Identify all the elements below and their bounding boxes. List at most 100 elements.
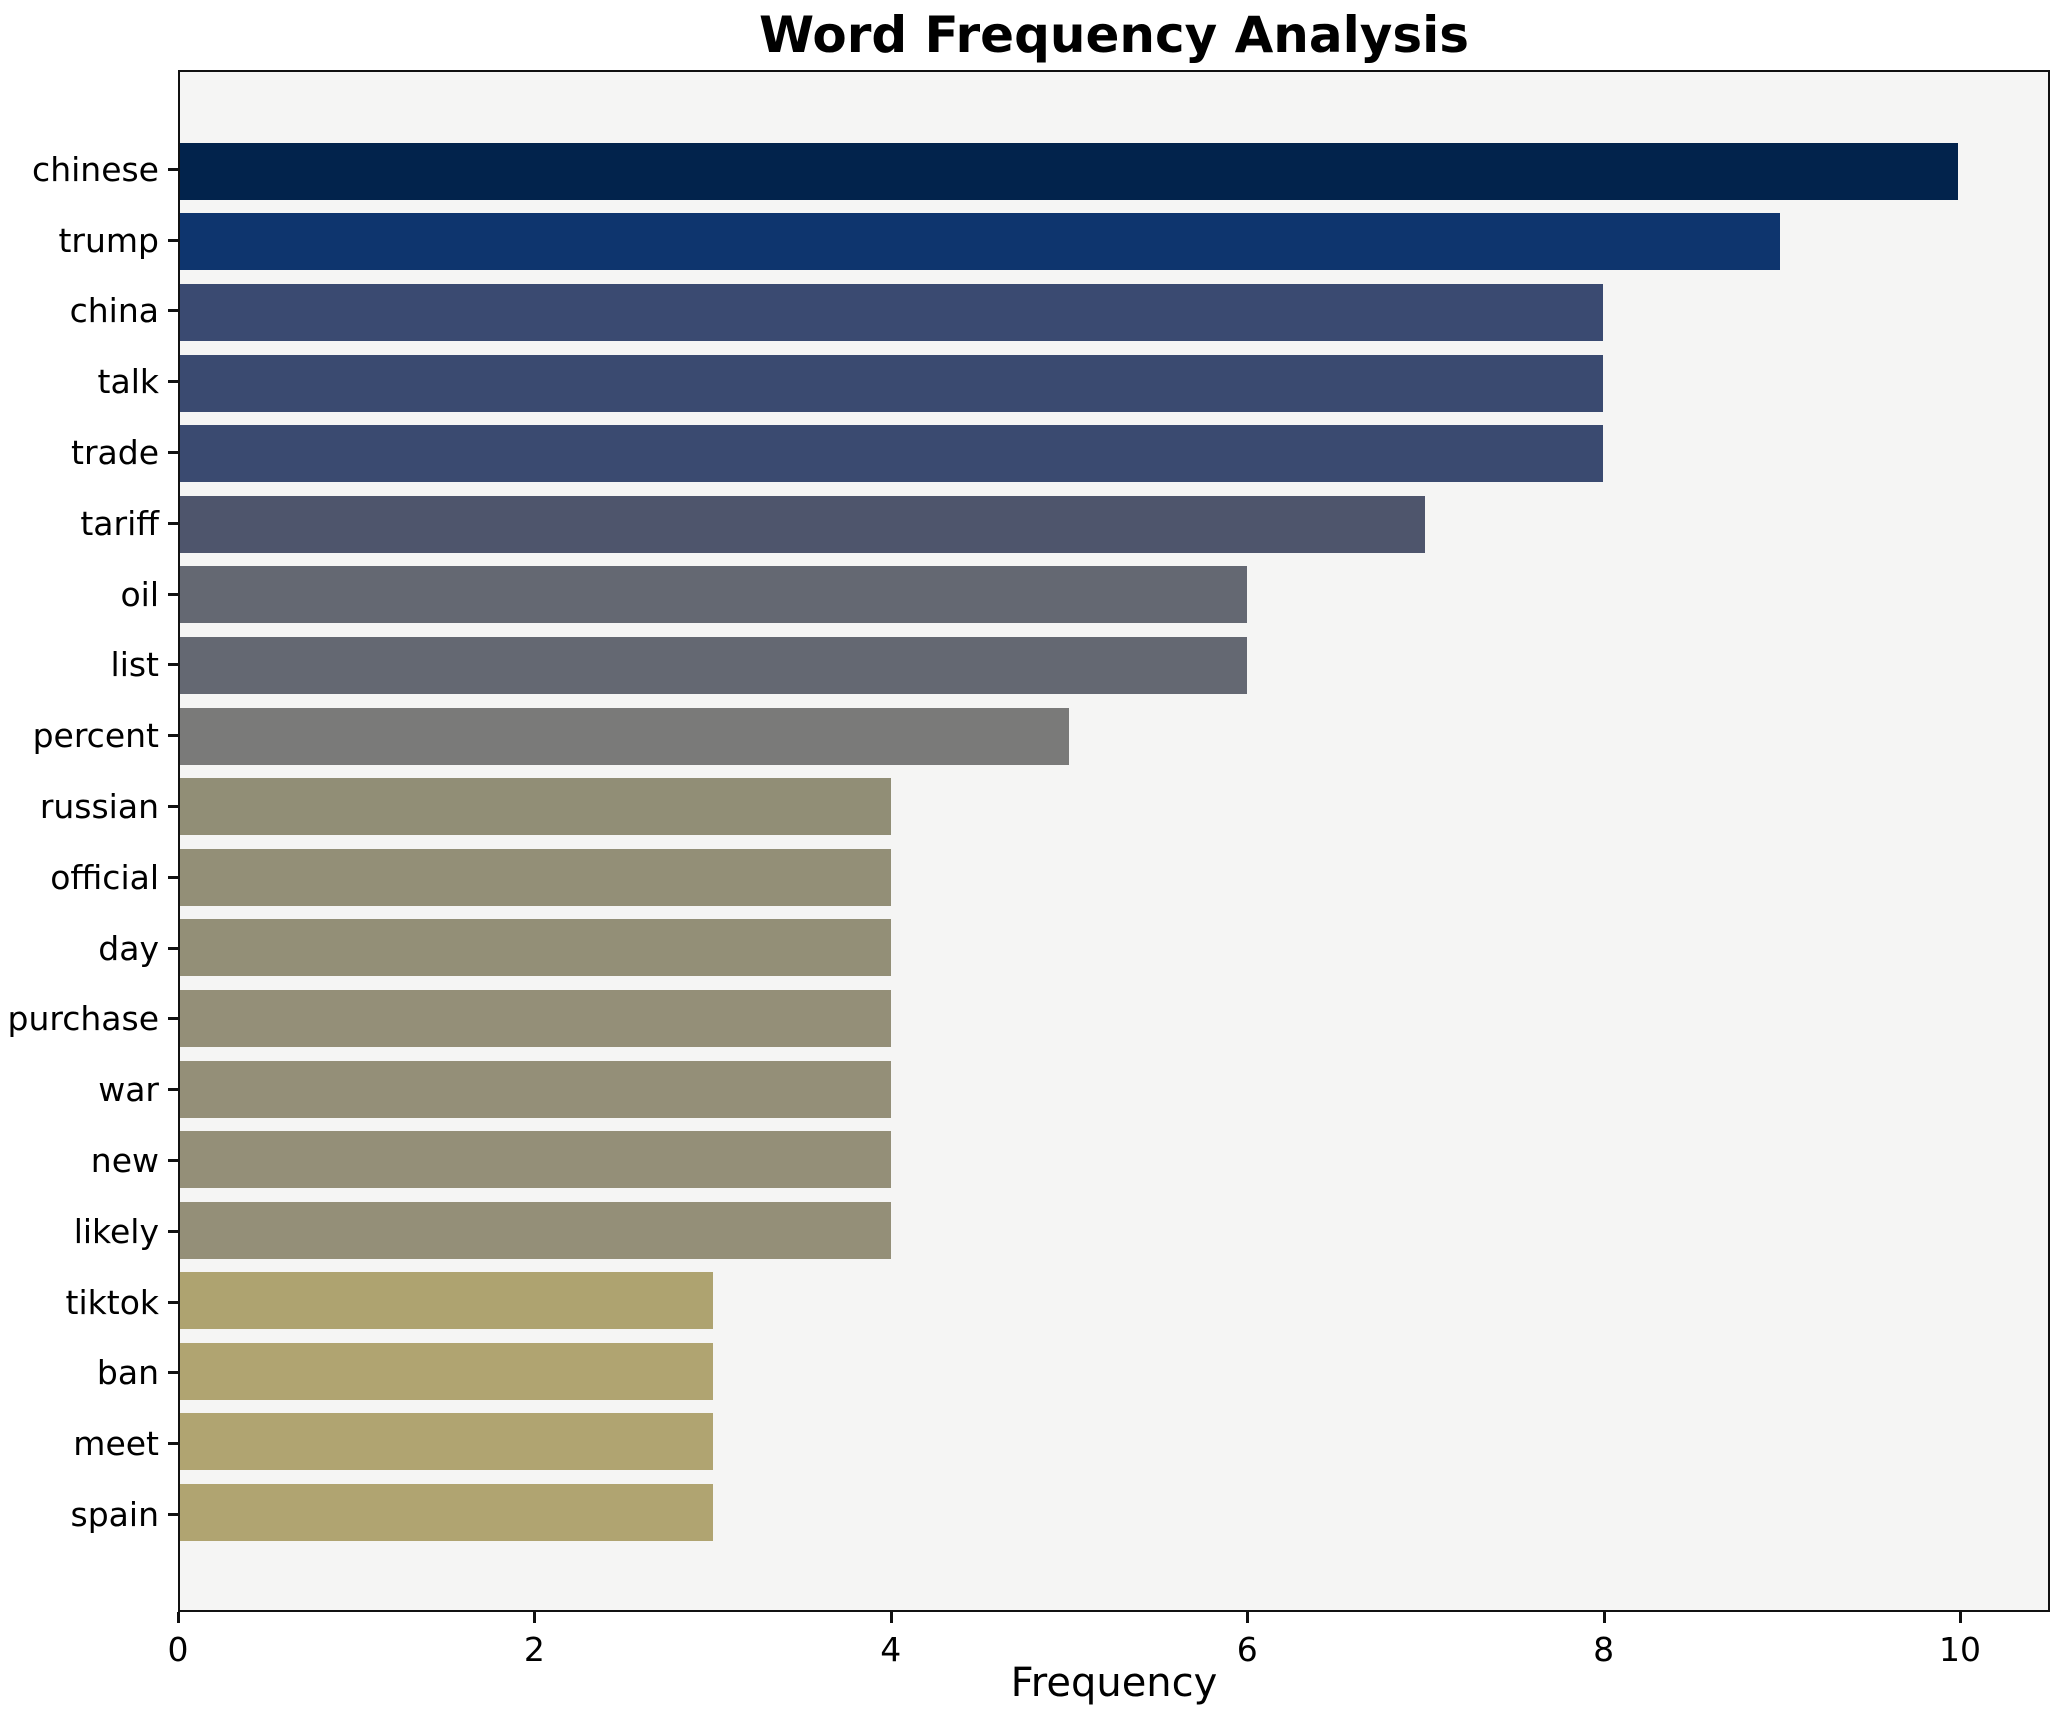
y-tick-mark [168,875,178,879]
y-tick-label: russian [39,787,159,827]
x-tick-mark [1602,1612,1606,1623]
y-tick-label: trump [58,220,159,260]
x-tick-mark [533,1612,537,1623]
bar-row [180,277,2048,348]
x-tick-mark [889,1612,893,1623]
bar-spain [180,1484,714,1542]
y-tick-mark [168,734,178,738]
y-tick-label: purchase [7,999,159,1039]
bar-chinese [180,142,1959,200]
y-tick-mark [168,592,178,596]
y-axis: chinese trump china talk trade tariff oil list p… [0,70,178,1612]
y-tick-mark [168,1513,178,1517]
y-tick-mark [168,451,178,455]
bar-oil [180,566,1247,624]
bar-trump [180,213,1781,271]
bar-tiktok [180,1272,714,1330]
y-tick-mark [168,1017,178,1021]
y-tick-mark [168,1088,178,1092]
y-tick-label: percent [32,716,159,756]
bar-row [180,489,2048,560]
y-tick-mark [168,1300,178,1304]
bar-row [180,560,2048,631]
bar-row [180,630,2048,701]
y-row: day [0,913,178,984]
y-tick-mark [168,946,178,950]
y-tick-mark [168,1371,178,1375]
y-row: likely [0,1196,178,1267]
bar-row [180,348,2048,419]
y-tick-label: list [110,645,159,685]
y-tick-label: talk [97,362,159,402]
bar-row [180,136,2048,207]
bar-row [180,207,2048,278]
y-row: purchase [0,984,178,1055]
y-tick-mark [168,1159,178,1163]
y-row: meet [0,1408,178,1479]
y-row: trump [0,205,178,276]
bar-talk [180,354,1603,412]
chart-title: Word Frequency Analysis [758,6,1470,64]
bar-trade [180,425,1603,483]
x-tick-label: 2 [523,1630,545,1669]
bar-likely [180,1201,892,1259]
y-tick-mark [168,663,178,667]
y-tick-label: meet [73,1424,159,1464]
y-tick-mark [168,521,178,525]
bar-new [180,1131,892,1189]
bar-row [180,418,2048,489]
y-tick-label: likely [73,1211,159,1251]
y-row: list [0,630,178,701]
bar-day [180,919,892,977]
bar-tariff [180,495,1425,553]
y-row: chinese [0,134,178,205]
y-row: new [0,1125,178,1196]
y-row: tariff [0,488,178,559]
bar-row [180,1336,2048,1407]
y-tick-label: chinese [32,149,159,189]
bar-percent [180,707,1070,765]
plot-area [178,70,2050,1612]
y-tick-label: day [98,928,159,968]
bar-row [180,913,2048,984]
y-tick-label: official [50,857,159,897]
y-tick-label: china [69,291,159,331]
y-row: ban [0,1338,178,1409]
y-row: talk [0,346,178,417]
x-tick-mark [1959,1612,1962,1623]
bar-russian [180,778,892,836]
bar-ban [180,1342,714,1400]
bar-rows [180,72,2048,1610]
y-tick-label: oil [120,574,159,614]
bar-list [180,636,1247,694]
x-axis: 0 2 4 6 8 10 [168,1612,2050,1722]
bar-official [180,848,892,906]
x-tick-label: 6 [1236,1630,1258,1669]
y-row: war [0,1054,178,1125]
y-row: percent [0,700,178,771]
bar-row [180,983,2048,1054]
y-tick-mark [168,805,178,809]
y-tick-label: spain [70,1495,159,1535]
y-tick-label: trade [71,433,159,473]
bar-china [180,283,1603,341]
y-row: oil [0,559,178,630]
bar-row [180,1054,2048,1125]
x-tick-label: 8 [1593,1630,1615,1669]
bar-row [180,1477,2048,1548]
bar-row [180,1195,2048,1266]
y-tick-label: tiktok [65,1282,159,1322]
y-row: spain [0,1479,178,1550]
bar-row [180,1407,2048,1478]
x-tick-label: 10 [1939,1630,1981,1669]
y-tick-label: new [90,1141,159,1181]
bar-row [180,1124,2048,1195]
bar-row [180,1266,2048,1337]
bar-war [180,1060,892,1118]
y-tick-label: war [98,1070,159,1110]
y-row: official [0,842,178,913]
bar-meet [180,1413,714,1471]
bar-row [180,771,2048,842]
y-tick-mark [168,309,178,313]
y-row: trade [0,417,178,488]
